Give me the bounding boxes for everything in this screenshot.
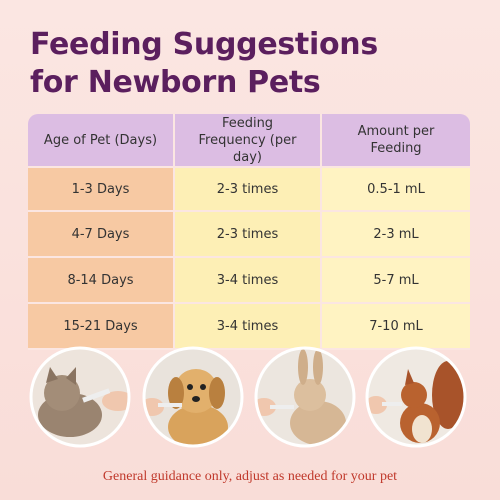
header-cell: Feeding Frequency (per day) xyxy=(175,114,322,168)
table-cell: 2-3 times xyxy=(175,212,322,258)
title: Feeding Suggestions for Newborn Pets xyxy=(30,26,378,102)
photo-frame xyxy=(29,346,131,448)
table-cell: 7-10 mL xyxy=(322,304,470,350)
table-cell: 5-7 mL xyxy=(322,258,470,304)
photo-frame xyxy=(365,346,467,448)
photo-frame xyxy=(254,346,356,448)
squirrel-photo xyxy=(367,348,465,446)
table-cell: 1-3 Days xyxy=(28,168,175,212)
header-cell: Age of Pet (Days) xyxy=(28,114,175,168)
table-cell: 2-3 times xyxy=(175,168,322,212)
kitten-photo xyxy=(31,348,129,446)
table-cell: 4-7 Days xyxy=(28,212,175,258)
table-cell: 3-4 times xyxy=(175,258,322,304)
puppy-photo xyxy=(144,348,242,446)
table-cell: 8-14 Days xyxy=(28,258,175,304)
photo-frame xyxy=(142,346,244,448)
feeding-table: Age of Pet (Days) Feeding Frequency (per … xyxy=(28,114,470,350)
pet-photos xyxy=(29,346,467,448)
table-cell: 3-4 times xyxy=(175,304,322,350)
title-line: Feeding Suggestions xyxy=(30,27,378,62)
table-cell: 0.5-1 mL xyxy=(322,168,470,212)
footer-note: General guidance only, adjust as needed … xyxy=(102,469,398,484)
header-cell: Amount per Feeding xyxy=(322,114,470,168)
table-cell: 2-3 mL xyxy=(322,212,470,258)
title-line: for Newborn Pets xyxy=(30,65,321,100)
table-cell: 15-21 Days xyxy=(28,304,175,350)
